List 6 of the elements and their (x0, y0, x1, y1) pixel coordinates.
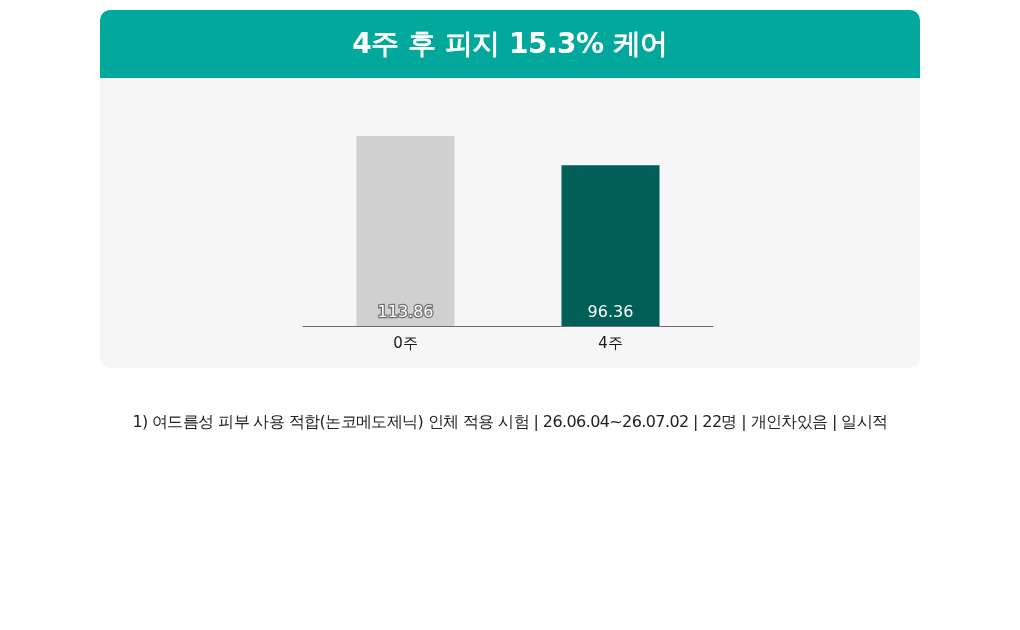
data-label: 113.86 (377, 301, 434, 321)
text: 1) 여드름성 피부 사용 적합(논코메도제닉) 인체 적용 시험 | 26.06.04~26.07.02 | 22명 | 개인차있음 | 일시적 (132, 412, 888, 431)
x-tick-label: 4주 (598, 333, 623, 352)
x-tick-label: 0주 (393, 333, 418, 352)
chart-title: 4주 후 피지 15.3% 케어 (352, 26, 668, 62)
data-label: 96.36 (587, 301, 634, 321)
